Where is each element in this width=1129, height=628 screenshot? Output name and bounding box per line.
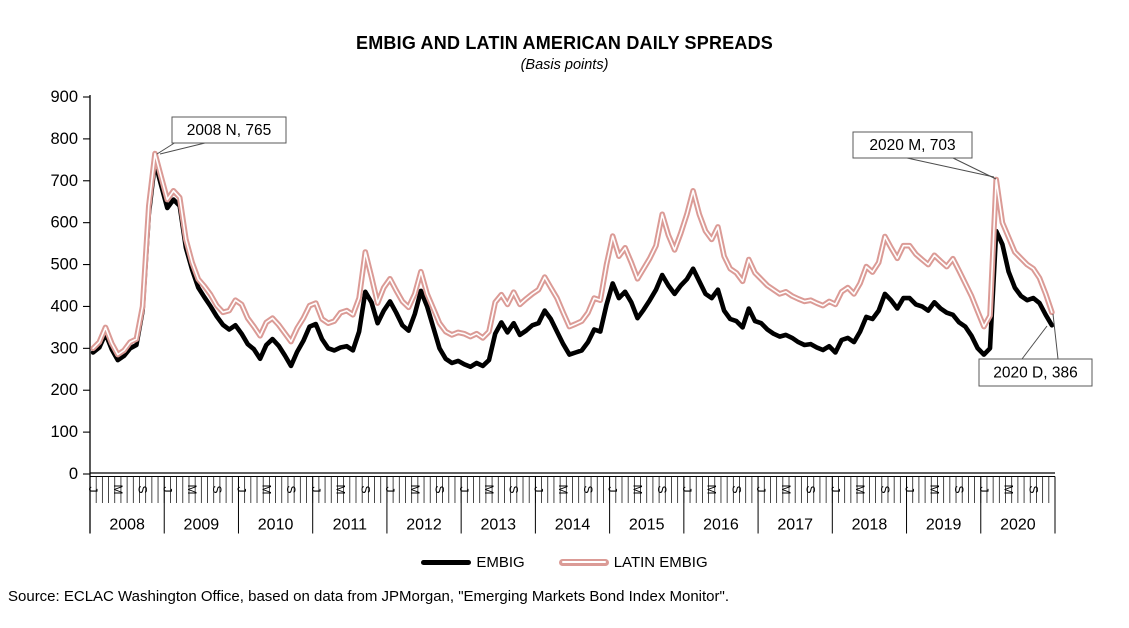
chart-legend: EMBIG LATIN EMBIG <box>0 550 1129 574</box>
y-tick-label: 0 <box>69 465 78 483</box>
month-tick-label: S <box>284 485 298 493</box>
month-tick-label: J <box>903 487 917 493</box>
year-labels: 2008 2009 2010 2011 2012 2013 2014 2015 2016 2017… <box>89 476 1056 534</box>
year-label: 2010 <box>258 517 294 534</box>
year-label: 2013 <box>480 517 516 534</box>
month-tick-label: J <box>235 487 249 493</box>
y-tick-label: 100 <box>50 423 78 441</box>
month-tick-label: J <box>606 487 620 493</box>
month-tick-label: M <box>408 485 422 495</box>
annotation-text: 2020 D, 386 <box>993 365 1077 382</box>
y-tick-label: 500 <box>50 256 78 274</box>
annotation-text: 2020 M, 703 <box>869 137 955 154</box>
latin-embig-line-sample-icon <box>558 558 609 566</box>
axes <box>89 95 1055 534</box>
annotation-leader-line <box>1021 325 1048 360</box>
legend-item-latin-embig: LATIN EMBIG <box>558 553 708 571</box>
month-tick-label: M <box>111 485 125 495</box>
annotation-leader-line <box>159 142 206 155</box>
year-label: 2019 <box>926 517 962 534</box>
year-label: 2018 <box>852 517 888 534</box>
embig-line-sample-icon <box>421 559 472 565</box>
month-tick-label: M <box>779 485 793 495</box>
source-note: Source: ECLAC Washington Office, based o… <box>8 588 729 605</box>
year-label: 2008 <box>109 517 145 534</box>
y-tick-label: 600 <box>50 214 78 232</box>
chart-title: EMBIG AND LATIN AMERICAN DAILY SPREADS <box>356 33 773 53</box>
month-tick-label: S <box>1026 485 1040 493</box>
annotations: 2008 N, 765 2020 M, 703 2020 D, 386 <box>156 116 1093 387</box>
annotation-leader-line <box>1052 313 1059 360</box>
month-tick-label: M <box>334 485 348 495</box>
month-tick-label: S <box>433 485 447 493</box>
month-tick-label: S <box>358 485 372 493</box>
series-lines <box>90 150 1055 370</box>
month-tick-label: J <box>457 487 471 493</box>
month-tick-label: S <box>210 485 224 493</box>
chart-subtitle: (Basis points) <box>520 57 609 73</box>
year-label: 2017 <box>777 517 813 534</box>
annotation-callout: 2020 M, 703 <box>852 131 997 180</box>
month-tick-label: J <box>754 487 768 493</box>
month-tick-label: M <box>630 485 644 495</box>
month-tick-label: S <box>507 485 521 493</box>
month-tick-label: S <box>136 485 150 493</box>
month-tick-label: M <box>482 485 496 495</box>
year-label: 2014 <box>555 517 591 534</box>
year-label: 2020 <box>1000 517 1036 534</box>
year-label: 2011 <box>333 517 368 534</box>
y-tick-label: 400 <box>50 297 78 315</box>
annotation-box <box>852 131 973 159</box>
month-tick-label: S <box>655 485 669 493</box>
annotation-box <box>171 116 287 144</box>
legend-label-embig: EMBIG <box>476 553 525 571</box>
month-tick-label: M <box>556 485 570 495</box>
annotation-callout: 2020 D, 386 <box>978 313 1093 387</box>
annotation-callout: 2008 N, 765 <box>156 116 287 155</box>
year-label: 2012 <box>406 517 442 534</box>
month-tick-label: S <box>729 485 743 493</box>
month-tick-label: M <box>1002 485 1016 495</box>
month-tick-label: S <box>804 485 818 493</box>
latin-embig-line-core <box>561 561 606 563</box>
y-tick-label: 900 <box>50 88 78 106</box>
y-tick-label: 800 <box>50 130 78 148</box>
series-latin-embig-core-line <box>92 152 1053 356</box>
month-tick-label: S <box>952 485 966 493</box>
year-label: 2009 <box>184 517 220 534</box>
month-tick-label: J <box>680 487 694 493</box>
month-tick-label: M <box>259 485 273 495</box>
annotation-leader-line <box>906 157 995 178</box>
series-embig-line <box>90 159 1055 370</box>
annotation-leader-line <box>156 141 177 155</box>
annotation-leader-line <box>952 157 997 180</box>
month-tick-label: S <box>878 485 892 493</box>
y-axis-ticks: 0 100 200 300 400 500 600 700 800 900 <box>50 88 90 483</box>
legend-label-latin-embig: LATIN EMBIG <box>613 553 708 571</box>
year-label: 2015 <box>629 517 665 534</box>
month-tick-label: M <box>705 485 719 495</box>
month-tick-label: M <box>853 485 867 495</box>
y-tick-label: 700 <box>50 172 78 190</box>
month-tick-label: M <box>927 485 941 495</box>
month-tick-label: J <box>383 487 397 493</box>
month-tick-label: M <box>185 485 199 495</box>
y-tick-label: 200 <box>50 381 78 399</box>
y-tick-label: 300 <box>50 339 78 357</box>
month-tick-label: J <box>309 487 323 493</box>
month-tick-label: J <box>977 487 991 493</box>
annotation-box <box>978 358 1093 387</box>
month-tick-label: J <box>160 487 174 493</box>
year-label: 2016 <box>703 517 739 534</box>
annotation-text: 2008 N, 765 <box>187 122 271 139</box>
month-tick-label: J <box>828 487 842 493</box>
legend-item-embig: EMBIG <box>421 553 525 571</box>
month-tick-label: J <box>531 487 545 493</box>
month-tick-label: S <box>581 485 595 493</box>
month-tick-label: J <box>86 487 100 493</box>
